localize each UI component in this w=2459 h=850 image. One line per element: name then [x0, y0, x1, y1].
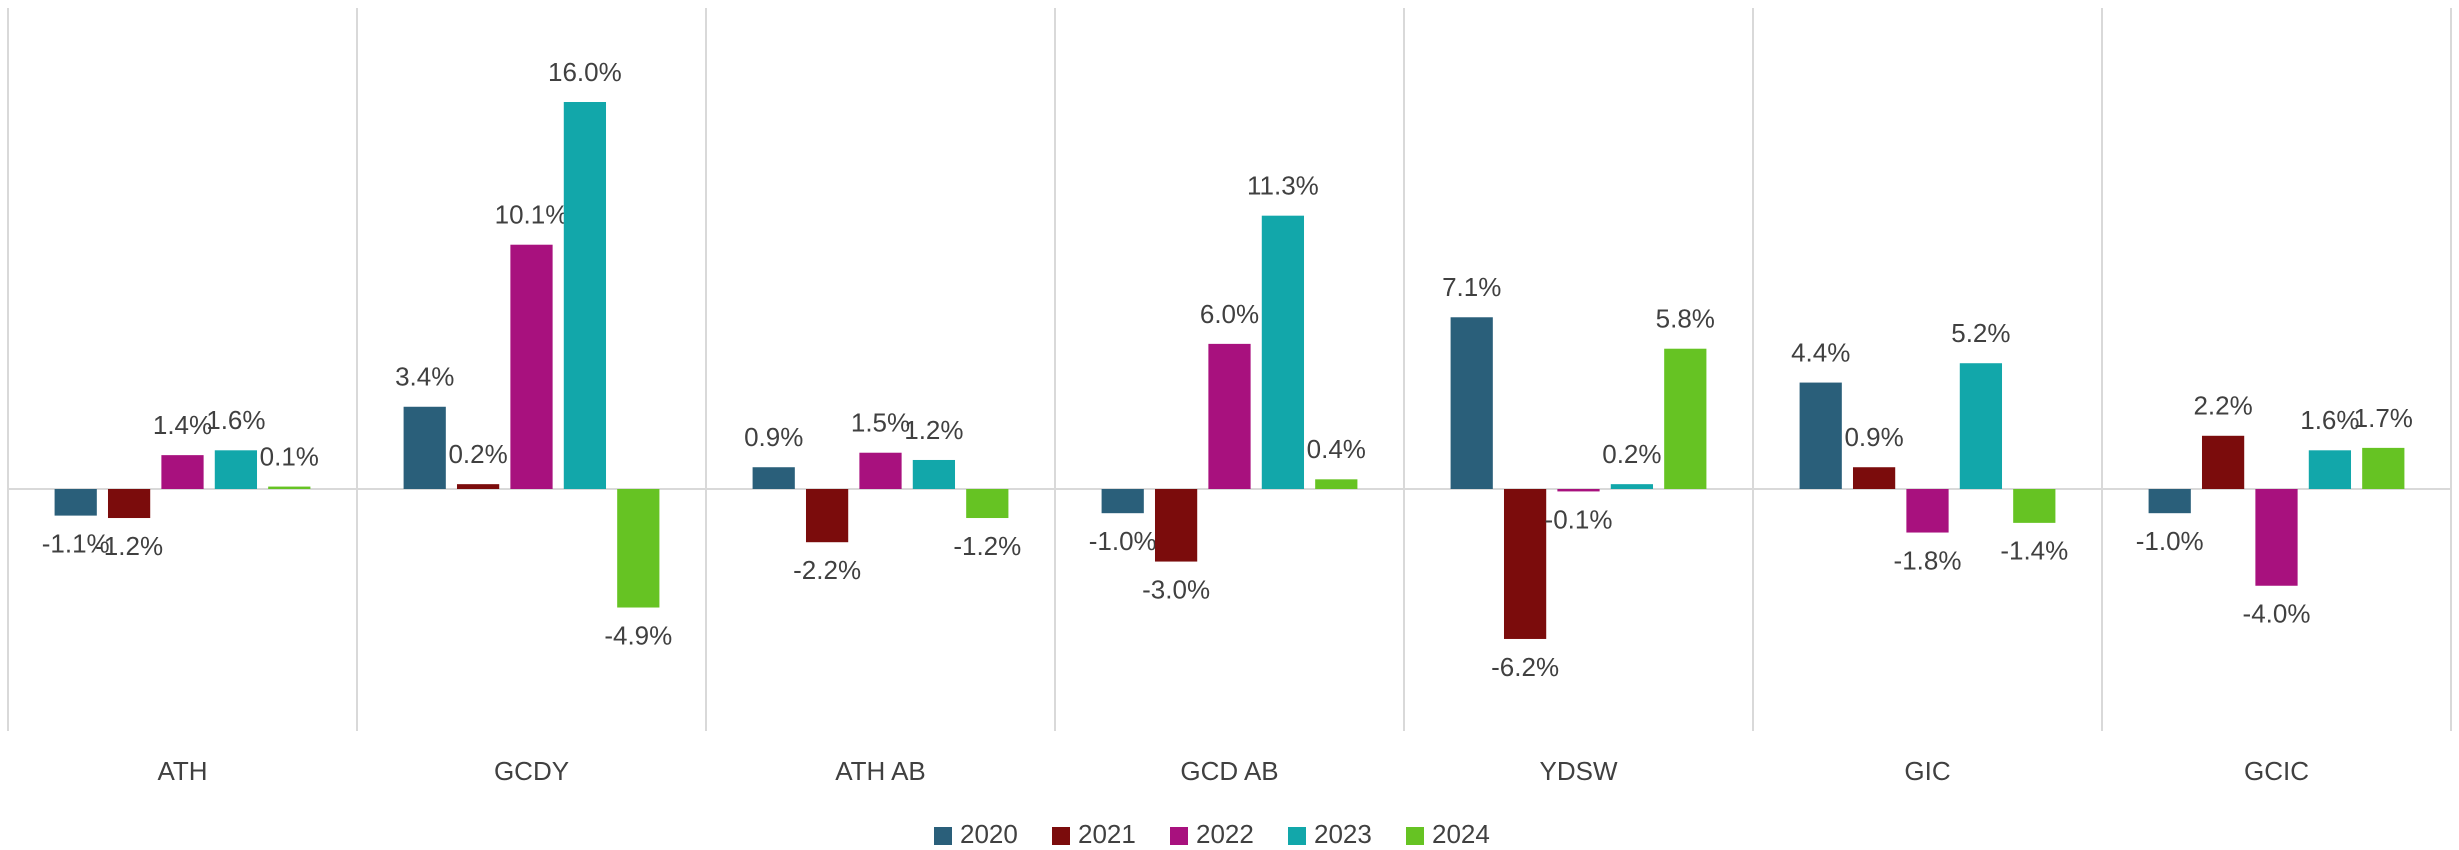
- bar: [1503, 489, 1547, 639]
- bar: [1959, 363, 2003, 489]
- data-label: -1.4%: [2000, 536, 2068, 566]
- bar: [1261, 215, 1305, 489]
- bar: [214, 450, 258, 489]
- data-label: -1.0%: [1089, 526, 1157, 556]
- data-label: 1.6%: [2300, 405, 2359, 435]
- bar: [1208, 343, 1251, 489]
- data-label: -6.2%: [1491, 652, 1559, 682]
- data-label: 7.1%: [1442, 272, 1501, 302]
- bar: [2255, 489, 2298, 586]
- bar: [107, 489, 151, 519]
- bar: [403, 406, 446, 489]
- data-label: 0.2%: [448, 439, 507, 469]
- bar: [2013, 489, 2056, 523]
- legend-swatch: [1406, 827, 1424, 845]
- x-tick-label: GCDY: [494, 756, 569, 786]
- data-label: 4.4%: [1791, 337, 1850, 367]
- data-label: 0.9%: [1844, 422, 1903, 452]
- bar: [1557, 489, 1600, 492]
- data-label: 0.2%: [1602, 439, 1661, 469]
- bar: [1664, 348, 1707, 489]
- data-label: -1.2%: [953, 531, 1021, 561]
- bar: [2201, 435, 2245, 489]
- bar: [1852, 467, 1896, 489]
- bar: [752, 467, 795, 489]
- bar: [2308, 450, 2352, 489]
- bar: [161, 455, 204, 489]
- bar: [510, 244, 553, 489]
- data-label: 10.1%: [495, 200, 569, 230]
- data-label: 16.0%: [548, 57, 622, 87]
- legend-swatch: [1288, 827, 1306, 845]
- bar: [1610, 484, 1654, 489]
- data-label: -2.2%: [793, 555, 861, 585]
- bar: [1906, 489, 1949, 533]
- legend-swatch: [1052, 827, 1070, 845]
- x-tick-label: ATH AB: [835, 756, 926, 786]
- data-label: -1.0%: [2136, 526, 2204, 556]
- data-label: -1.8%: [1894, 545, 1962, 575]
- bar: [563, 102, 607, 489]
- bar: [2362, 447, 2405, 489]
- data-label: -4.9%: [604, 620, 672, 650]
- x-tick-label: YDSW: [1540, 756, 1618, 786]
- bar: [966, 489, 1009, 519]
- data-label: 1.7%: [2354, 403, 2413, 433]
- data-label: 6.0%: [1200, 299, 1259, 329]
- x-tick-label: GIC: [1904, 756, 1950, 786]
- bar: [805, 489, 849, 543]
- data-label: -0.1%: [1545, 504, 1613, 534]
- legend-swatch: [1170, 827, 1188, 845]
- data-label: 1.6%: [206, 405, 265, 435]
- data-label: 0.1%: [260, 441, 319, 471]
- data-label: 0.9%: [744, 422, 803, 452]
- x-tick-label: ATH: [157, 756, 207, 786]
- data-label: 11.3%: [1247, 171, 1319, 201]
- bar: [2148, 489, 2191, 514]
- legend-swatch: [934, 827, 952, 845]
- legend-label: 2023: [1314, 819, 1372, 849]
- bar: [54, 489, 97, 516]
- x-tick-label: GCIC: [2244, 756, 2309, 786]
- data-label: -1.2%: [95, 531, 163, 561]
- legend-label: 2022: [1196, 819, 1254, 849]
- data-label: 1.4%: [153, 410, 212, 440]
- data-label: 3.4%: [395, 362, 454, 392]
- bar: [1101, 489, 1144, 514]
- x-tick-label: GCD AB: [1180, 756, 1278, 786]
- data-label: -3.0%: [1142, 574, 1210, 604]
- legend-label: 2024: [1432, 819, 1490, 849]
- legend-label: 2021: [1078, 819, 1136, 849]
- bar: [268, 486, 311, 489]
- data-label: 1.2%: [904, 415, 963, 445]
- bar: [1799, 382, 1842, 489]
- data-label: 5.8%: [1656, 304, 1715, 334]
- bar: [1315, 479, 1358, 489]
- legend-label: 2020: [960, 819, 1018, 849]
- bar: [617, 489, 660, 608]
- bar: [1154, 489, 1198, 562]
- bar: [859, 452, 902, 489]
- bar: [1450, 317, 1493, 489]
- data-label: 2.2%: [2193, 391, 2252, 421]
- bar: [456, 484, 500, 489]
- data-label: -4.0%: [2243, 599, 2311, 629]
- data-label: 0.4%: [1307, 434, 1366, 464]
- data-label: 1.5%: [851, 408, 910, 438]
- bar: [912, 459, 956, 489]
- data-label: 5.2%: [1951, 318, 2010, 348]
- data-label: -1.1%: [42, 528, 110, 558]
